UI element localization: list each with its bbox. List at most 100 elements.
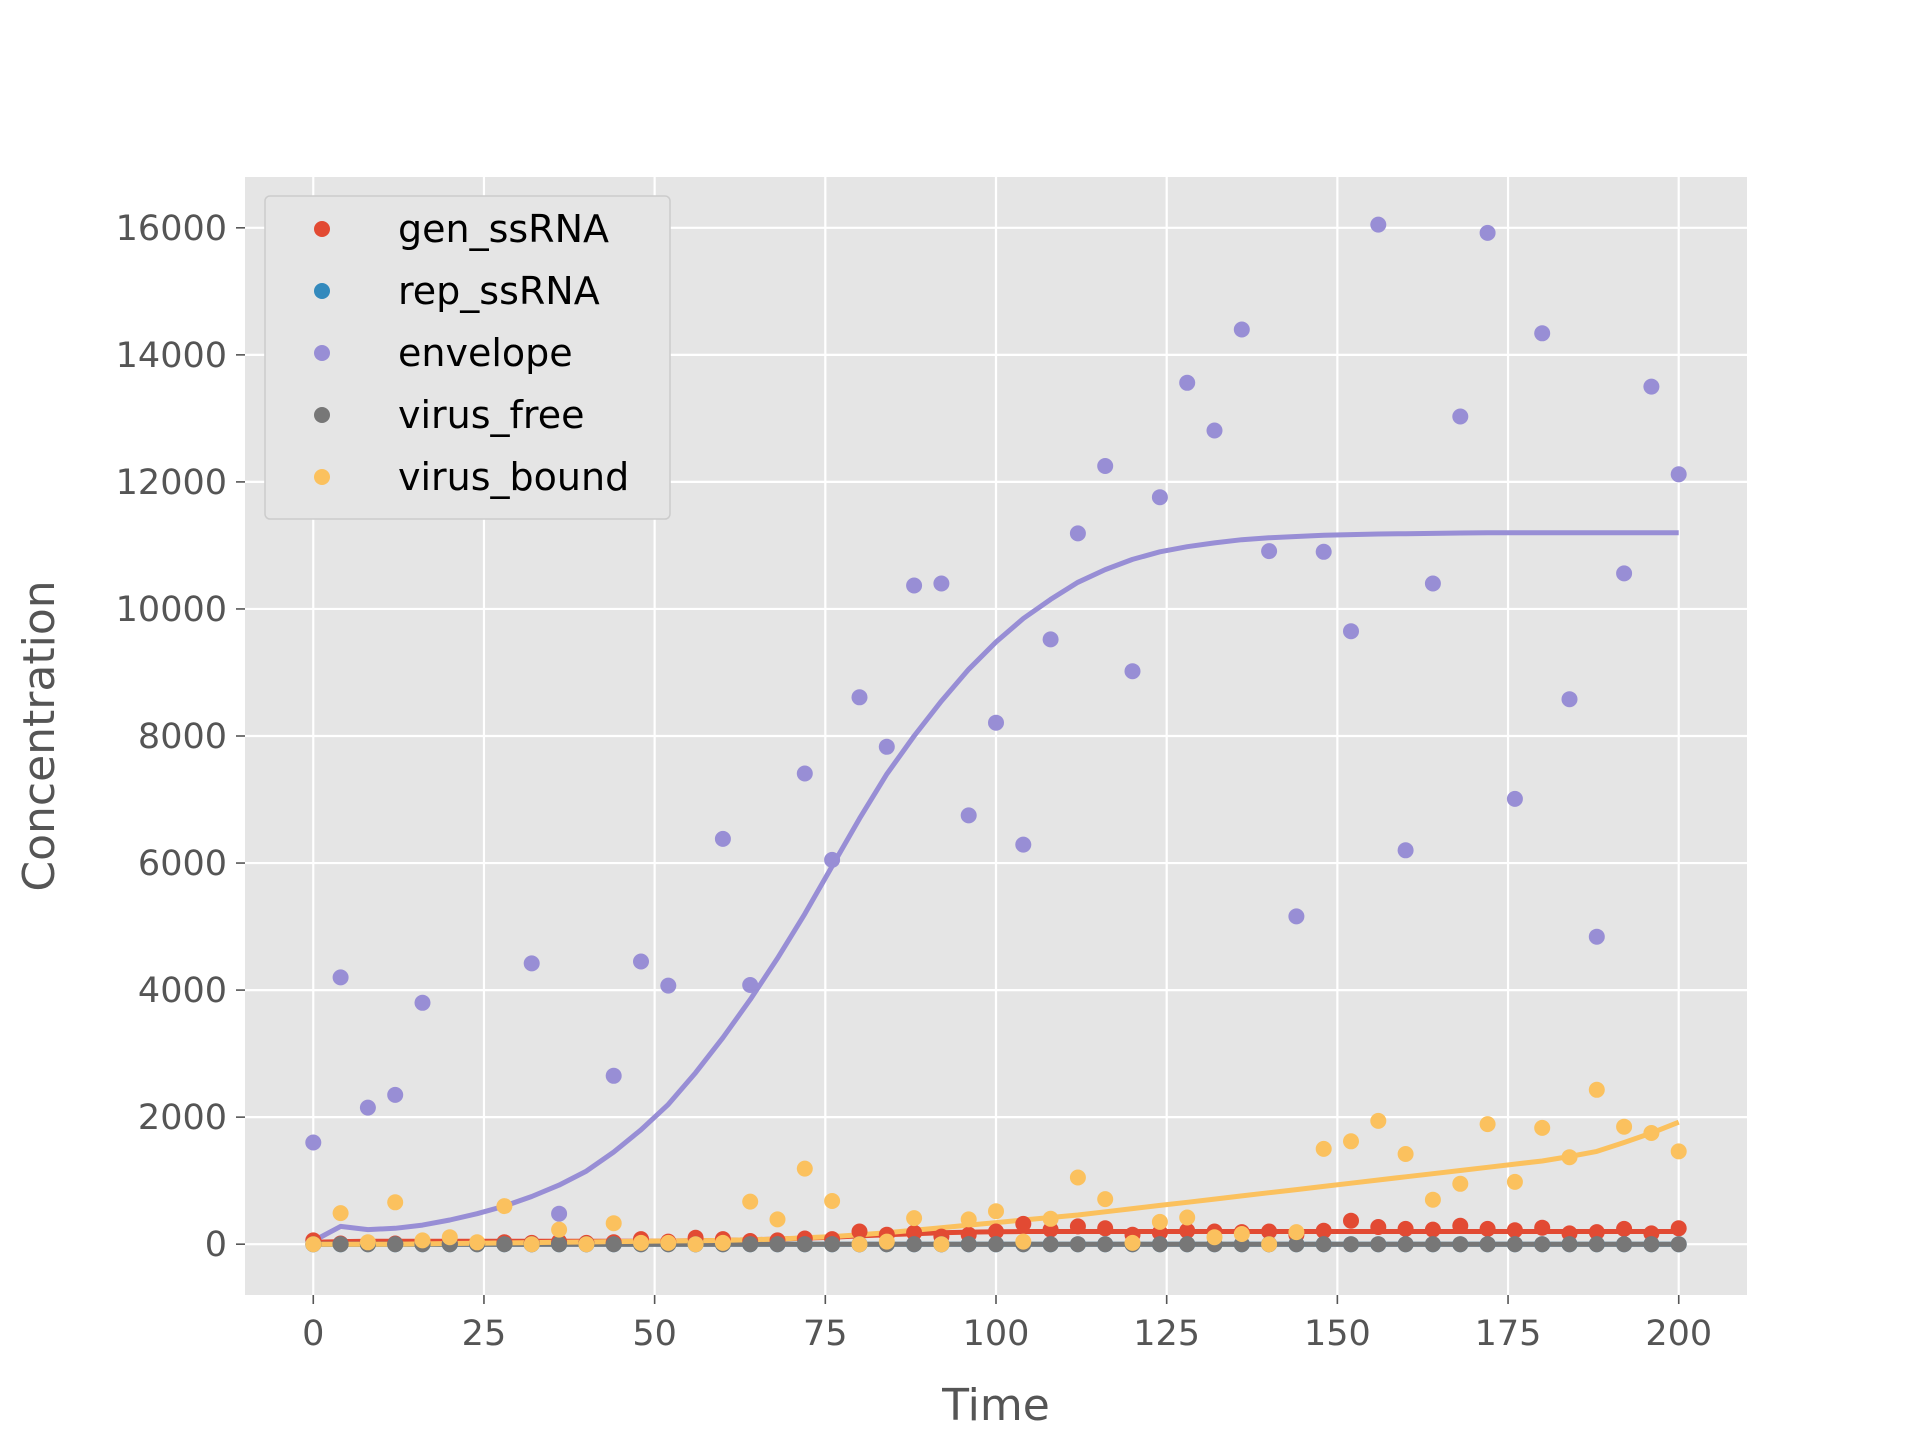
envelope-point: [1288, 908, 1305, 925]
virus-free-point: [1561, 1236, 1578, 1253]
virus-bound-point: [1097, 1191, 1114, 1208]
virus-bound-point: [1069, 1169, 1086, 1186]
virus-bound-point: [1233, 1226, 1250, 1242]
x-tick-label: 50: [632, 1314, 677, 1354]
virus-bound-point: [1015, 1233, 1032, 1250]
virus-bound-point: [1561, 1149, 1578, 1166]
virus-bound-point: [1261, 1236, 1278, 1253]
virus-bound-point: [551, 1221, 568, 1238]
virus-free-point: [387, 1236, 404, 1253]
legend: gen_ssRNA rep_ssRNA envelope virus_freeviru…: [264, 195, 671, 520]
virus-free-point: [551, 1236, 568, 1253]
virus-bound-point: [1397, 1146, 1414, 1162]
y-tick-label: 2000: [138, 1098, 227, 1138]
virus-bound-point: [1124, 1234, 1141, 1251]
y-tick-label: 8000: [138, 717, 227, 757]
legend-marker-virus-free: [314, 407, 330, 423]
virus-bound-point: [1452, 1175, 1469, 1192]
x-tick-label: 125: [1133, 1314, 1200, 1354]
gen-ssRNA-point: [1315, 1222, 1332, 1239]
legend-label-virus-free: virus_free: [398, 393, 584, 437]
gen-ssRNA-point: [1397, 1220, 1414, 1237]
envelope-point: [1643, 378, 1660, 395]
virus-bound-point: [742, 1193, 759, 1210]
y-tick-label: 12000: [116, 463, 227, 503]
y-axis-title: Concentration: [14, 580, 65, 891]
y-tick-label: 4000: [138, 971, 227, 1011]
envelope-point: [605, 1067, 622, 1084]
virus-free-point: [496, 1236, 513, 1253]
envelope-point: [742, 977, 759, 993]
virus-free-point: [1397, 1236, 1414, 1253]
envelope-point: [1616, 565, 1633, 582]
gen-ssRNA-point: [1506, 1222, 1523, 1239]
virus-bound-point: [1424, 1191, 1441, 1208]
envelope-point: [551, 1205, 568, 1222]
gen-ssRNA-point: [851, 1223, 868, 1240]
virus-bound-point: [633, 1234, 649, 1251]
virus-free-point: [1315, 1236, 1332, 1253]
virus-free-point: [1643, 1236, 1660, 1253]
virus-bound-point: [387, 1194, 404, 1211]
legend-marker-envelope: [314, 345, 330, 361]
x-tick-label: 100: [963, 1314, 1030, 1354]
y-tick-label: 10000: [116, 590, 227, 630]
envelope-point: [824, 851, 841, 868]
envelope-point: [1534, 325, 1551, 342]
envelope-point: [1124, 663, 1141, 680]
envelope-point: [1015, 836, 1032, 853]
envelope-point: [796, 765, 813, 782]
virus-free-point: [1452, 1236, 1469, 1253]
virus-bound-point: [1534, 1119, 1551, 1136]
data-points: [305, 216, 1687, 1253]
legend-marker-virus-bound: [314, 469, 330, 485]
envelope-point: [1042, 631, 1059, 648]
tick-labels: 0 25 50 75 100 125 150 175 200020004000600080001…: [116, 209, 1712, 1354]
virus-bound-point: [1343, 1133, 1359, 1150]
envelope-point: [1315, 543, 1332, 560]
virus-bound-point: [1506, 1173, 1523, 1190]
legend-label-virus-bound: virus_bound: [398, 455, 629, 499]
envelope-point: [851, 689, 868, 706]
envelope-point: [387, 1086, 404, 1103]
virus-bound-point: [1151, 1213, 1168, 1230]
legend-box: [264, 195, 671, 520]
virus-free-point: [1069, 1236, 1086, 1253]
virus-free-point: [906, 1236, 923, 1253]
legend-marker-gen-ssRNA: [314, 221, 330, 237]
virus-bound-point: [1479, 1116, 1496, 1133]
envelope-point: [633, 953, 649, 970]
envelope-point: [1097, 458, 1114, 474]
virus-free-point: [1670, 1236, 1687, 1253]
virus-bound-point: [687, 1236, 704, 1253]
virus-free-point: [1370, 1236, 1387, 1253]
gen-ssRNA-point: [1261, 1223, 1278, 1240]
virus-bound-point: [1588, 1081, 1605, 1098]
virus-free-point: [1588, 1236, 1605, 1253]
gen-ssRNA-point: [1179, 1222, 1196, 1239]
gen-ssRNA-point: [1670, 1220, 1687, 1237]
virus-bound-point: [851, 1236, 868, 1253]
virus-free-point: [1097, 1236, 1114, 1253]
virus-bound-point: [1179, 1209, 1196, 1226]
x-axis-title: Time: [941, 1380, 1050, 1431]
envelope-point: [1343, 623, 1359, 640]
x-tick-label: 200: [1645, 1314, 1712, 1354]
virus-free-point: [769, 1236, 786, 1253]
virus-bound-point: [523, 1236, 540, 1253]
virus-free-point: [1534, 1236, 1551, 1253]
virus-bound-point: [578, 1236, 595, 1253]
gen-ssRNA-point: [1015, 1215, 1032, 1232]
y-tick-label: 16000: [116, 209, 227, 249]
virus-free-point: [824, 1236, 841, 1253]
envelope-point: [1452, 408, 1469, 425]
virus-free-point: [1288, 1236, 1305, 1253]
legend-label-rep-ssRNA: rep_ssRNA: [398, 269, 600, 313]
virus-bound-point: [1042, 1210, 1059, 1227]
virus-bound-point: [906, 1210, 923, 1227]
virus-bound-point: [988, 1203, 1004, 1220]
virus-bound-point: [305, 1236, 322, 1253]
virus-free-point: [1042, 1236, 1059, 1253]
envelope-point: [878, 738, 895, 755]
